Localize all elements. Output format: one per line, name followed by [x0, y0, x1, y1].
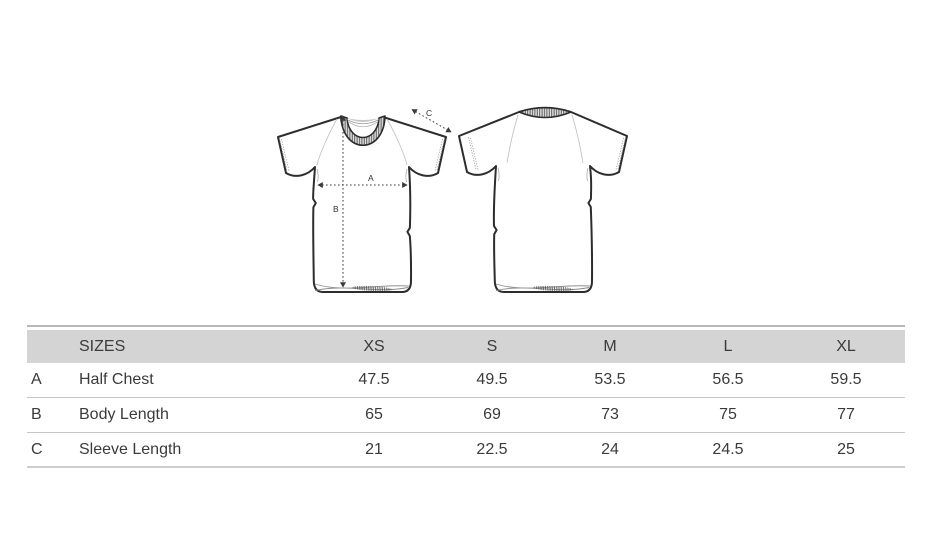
row-value: 24 [601, 440, 619, 458]
measure-c-label: C [426, 108, 432, 118]
row-value: 73 [601, 406, 619, 423]
front-shirt-body [277, 116, 447, 293]
measure-c-arrow [411, 109, 452, 133]
back-collar-rib [518, 106, 572, 119]
front-collar-rib [340, 115, 386, 146]
back-hem-detail [495, 283, 591, 292]
back-right-sleeve-fold-line [571, 114, 584, 164]
size-table: SIZES XS S M L XL A Half Chest 47.5 49.5… [27, 325, 905, 468]
back-cuff-stitching [468, 137, 626, 171]
front-cuff-stitching [279, 138, 445, 172]
back-neck-seam-line [346, 119, 380, 125]
front-right-armpit-crease [405, 168, 408, 183]
back-neck-seam-line-2 [347, 121, 379, 128]
table-row: A Half Chest 47.5 49.5 53.5 56.5 59.5 [27, 363, 905, 398]
header-size-xl: XL [836, 337, 856, 355]
front-shirt-illustration: A B C [277, 108, 452, 293]
front-right-sleeve-fold-line [386, 118, 408, 166]
measure-b-label: B [333, 204, 339, 214]
row-value: 24.5 [712, 440, 744, 458]
row-value: 69 [483, 406, 501, 423]
row-value: 21 [365, 440, 383, 458]
front-left-armpit-crease [316, 168, 319, 183]
header-size-l: L [723, 337, 733, 355]
row-value: 56.5 [712, 371, 744, 388]
table-row: B Body Length 65 69 73 75 77 [27, 398, 905, 433]
back-left-sleeve-fold-line [506, 114, 519, 164]
row-value: 49.5 [476, 371, 508, 388]
front-hem-detail [314, 283, 410, 292]
row-letter: A [31, 371, 42, 388]
table-row: C Sleeve Length 21 22.5 24 24.5 25 [27, 433, 905, 468]
row-value: 77 [837, 406, 855, 423]
header-size-s: S [486, 337, 498, 355]
row-value: 59.5 [830, 371, 862, 388]
back-right-armpit-crease [586, 167, 589, 182]
row-value: 25 [837, 440, 855, 458]
row-value: 65 [365, 406, 383, 423]
header-size-m: M [603, 337, 617, 355]
back-left-armpit-crease [497, 167, 500, 182]
front-left-sleeve-fold-line [316, 118, 338, 166]
row-measure-name: Sleeve Length [79, 440, 182, 458]
row-measure-name: Half Chest [79, 371, 154, 388]
header-size-xs: XS [363, 337, 385, 355]
row-letter: C [31, 440, 43, 458]
row-letter: B [31, 406, 42, 423]
tshirt-measurement-diagram: A B C [277, 106, 628, 293]
row-value: 47.5 [358, 371, 390, 388]
collar-inner-shadow [347, 118, 379, 122]
table-header-row: SIZES XS S M L XL [27, 330, 905, 363]
back-shirt-illustration [458, 106, 628, 293]
row-value: 53.5 [594, 371, 626, 388]
row-value: 75 [719, 406, 737, 423]
measure-a-label: A [368, 173, 374, 183]
back-shirt-body [458, 106, 628, 293]
row-measure-name: Body Length [79, 406, 169, 423]
row-value: 22.5 [476, 440, 508, 458]
header-sizes-label: SIZES [79, 337, 126, 355]
